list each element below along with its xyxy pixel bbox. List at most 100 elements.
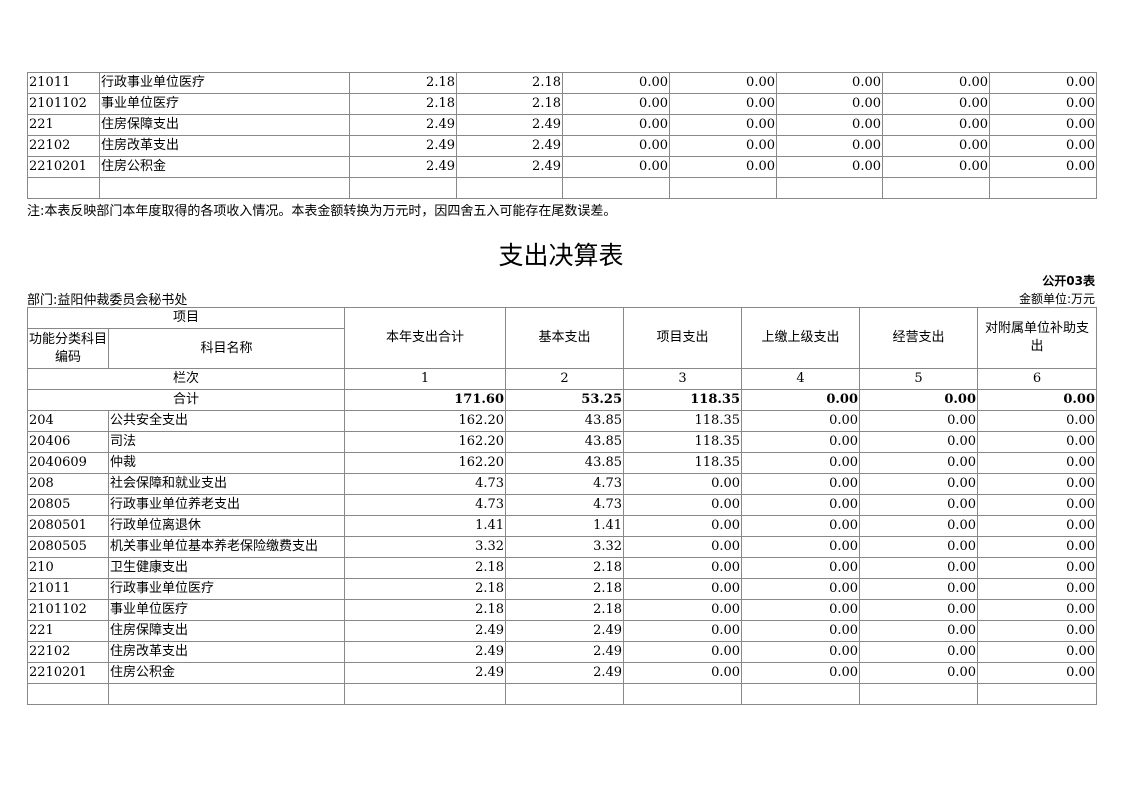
amount-cell: 0.00 — [623, 557, 743, 579]
amount-cell: 2.49 — [349, 135, 457, 157]
amount-cell: 0.00 — [741, 578, 861, 600]
name-cell: 住房保障支出 — [99, 114, 350, 136]
name-cell — [99, 177, 350, 199]
amount-cell: 0.00 — [977, 452, 1098, 474]
code-cell: 22102 — [27, 135, 100, 157]
table-row: 2101102 事业单位医疗 2.18 2.18 0.00 0.00 0.00 0.00 — [27, 599, 1098, 621]
amount-cell — [669, 177, 777, 199]
amount-cell: 4.73 — [344, 494, 507, 516]
amount-cell: 0.00 — [859, 452, 979, 474]
amount-cell: 2.49 — [505, 662, 625, 684]
amount-cell: 0.00 — [669, 156, 777, 178]
amount-cell: 2.49 — [344, 620, 507, 642]
expenditure-table: 项目 本年支出合计 基本支出 项目支出 上缴上级支出 经营支出 对附属单位补助支… — [26, 307, 1098, 705]
code-cell: 221 — [27, 620, 109, 642]
code-cell: 2080501 — [27, 515, 109, 537]
amount-cell: 0.00 — [741, 515, 861, 537]
total-cell: 118.35 — [623, 389, 743, 411]
amount-cell: 0.00 — [882, 135, 990, 157]
code-cell: 22102 — [27, 641, 109, 663]
amount-cell: 2.18 — [505, 578, 625, 600]
table-row: 20406 司法 162.20 43.85 118.35 0.00 0.00 0.00 — [27, 431, 1098, 453]
amount-cell: 0.00 — [741, 452, 861, 474]
amount-cell: 0.00 — [977, 578, 1098, 600]
amount-cell: 0.00 — [882, 93, 990, 115]
amount-cell: 0.00 — [776, 135, 883, 157]
code-cell: 208 — [27, 473, 109, 495]
amount-cell: 0.00 — [977, 641, 1098, 663]
name-cell: 住房保障支出 — [107, 620, 346, 642]
col-no-cell: 5 — [859, 368, 979, 390]
amount-cell: 0.00 — [623, 536, 743, 558]
code-cell: 221 — [27, 114, 100, 136]
income-table-continued: 21011 行政事业单位医疗 2.18 2.18 0.00 0.00 0.00 0.00 0.0… — [27, 72, 1097, 199]
amount-cell: 0.00 — [859, 599, 979, 621]
amount-cell — [741, 683, 861, 705]
col-no-cell: 2 — [505, 368, 625, 390]
amount-cell: 0.00 — [977, 515, 1098, 537]
amount-cell: 0.00 — [977, 620, 1098, 642]
amount-cell: 4.73 — [505, 473, 625, 495]
code-cell: 204 — [27, 410, 109, 432]
name-cell: 行政事业单位医疗 — [99, 72, 350, 94]
amount-cell: 0.00 — [623, 599, 743, 621]
unit-label: 金额单位:万元 — [1018, 292, 1095, 306]
amount-cell: 0.00 — [623, 494, 743, 516]
amount-cell: 0.00 — [741, 410, 861, 432]
table-row: 221 住房保障支出 2.49 2.49 0.00 0.00 0.00 0.00 0.00 — [27, 114, 1097, 136]
table-row: 208 社会保障和就业支出 4.73 4.73 0.00 0.00 0.00 0.00 — [27, 473, 1098, 495]
amount-cell: 2.18 — [349, 93, 457, 115]
total-label: 合计 — [26, 389, 346, 411]
page-title: 支出决算表 — [498, 241, 624, 270]
amount-cell: 0.00 — [859, 620, 979, 642]
col-header: 基本支出 — [505, 307, 625, 369]
col-header: 上缴上级支出 — [741, 307, 861, 369]
amount-cell — [344, 683, 507, 705]
amount-cell: 0.00 — [669, 93, 777, 115]
name-cell — [107, 683, 346, 705]
form-number: 公开03表 — [1042, 274, 1095, 288]
amount-cell: 0.00 — [859, 473, 979, 495]
total-cell: 0.00 — [977, 389, 1098, 411]
amount-cell: 0.00 — [623, 620, 743, 642]
table-row: 2080505 机关事业单位基本养老保险缴费支出 3.32 3.32 0.00 0.00 0… — [27, 536, 1098, 558]
header-row: 功能分类科目编码 科目名称 — [27, 328, 1097, 369]
amount-cell: 2.49 — [456, 114, 563, 136]
amount-cell: 0.00 — [623, 515, 743, 537]
col-no-cell: 3 — [623, 368, 743, 390]
amount-cell: 2.18 — [505, 557, 625, 579]
amount-cell: 0.00 — [859, 410, 979, 432]
name-cell: 行政事业单位养老支出 — [107, 494, 346, 516]
amount-cell: 118.35 — [623, 431, 743, 453]
name-cell: 住房改革支出 — [99, 135, 350, 157]
code-cell — [27, 177, 100, 199]
total-cell: 0.00 — [859, 389, 979, 411]
code-cell: 20805 — [27, 494, 109, 516]
amount-cell: 0.00 — [859, 557, 979, 579]
amount-cell: 2.18 — [344, 578, 507, 600]
table-row: 2210201 住房公积金 2.49 2.49 0.00 0.00 0.00 0.00 — [27, 662, 1098, 684]
department-label: 部门:益阳仲裁委员会秘书处 — [27, 293, 188, 308]
table-row: 2210201 住房公积金 2.49 2.49 0.00 0.00 0.00 0.00 0.00 — [27, 156, 1097, 178]
table-row: 210 卫生健康支出 2.18 2.18 0.00 0.00 0.00 0.00 — [27, 557, 1098, 579]
amount-cell: 0.00 — [977, 662, 1098, 684]
amount-cell: 0.00 — [989, 72, 1097, 94]
table-row: 2040609 仲裁 162.20 43.85 118.35 0.00 0.00 0.00 — [27, 452, 1098, 474]
amount-cell: 0.00 — [562, 156, 670, 178]
code-cell: 20406 — [27, 431, 109, 453]
amount-cell: 0.00 — [882, 72, 990, 94]
amount-cell: 0.00 — [859, 641, 979, 663]
amount-cell: 0.00 — [977, 557, 1098, 579]
amount-cell: 4.73 — [344, 473, 507, 495]
code-cell: 2210201 — [27, 662, 109, 684]
amount-cell: 0.00 — [741, 431, 861, 453]
table-row: 204 公共安全支出 162.20 43.85 118.35 0.00 0.00 0.00 — [27, 410, 1098, 432]
amount-cell: 0.00 — [859, 536, 979, 558]
amount-cell: 0.00 — [669, 114, 777, 136]
amount-cell: 0.00 — [977, 431, 1098, 453]
amount-cell: 0.00 — [977, 536, 1098, 558]
table-row — [27, 683, 1098, 705]
amount-cell: 0.00 — [623, 662, 743, 684]
amount-cell: 0.00 — [977, 410, 1098, 432]
project-header: 项目 — [26, 307, 346, 329]
